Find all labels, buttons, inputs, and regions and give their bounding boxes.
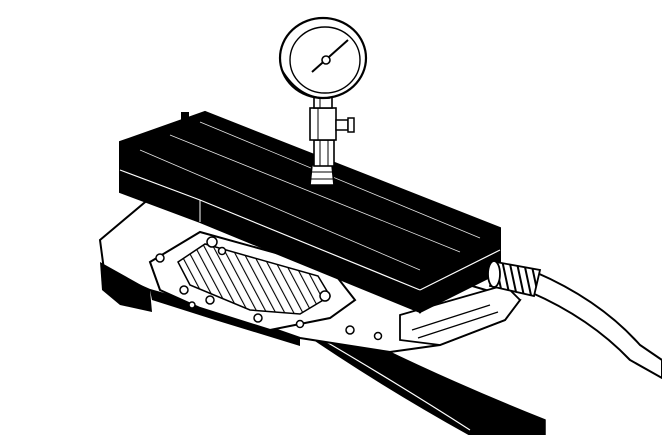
air-hose <box>487 260 662 380</box>
gauge-fitting <box>309 91 355 186</box>
bolt-holes <box>155 236 383 341</box>
gauge-needle <box>311 39 349 73</box>
plate-knob <box>181 112 189 124</box>
test-plate <box>119 110 501 314</box>
valve-body <box>98 196 522 354</box>
pressure-gauge <box>278 16 368 100</box>
gauge-pivot <box>321 55 331 65</box>
